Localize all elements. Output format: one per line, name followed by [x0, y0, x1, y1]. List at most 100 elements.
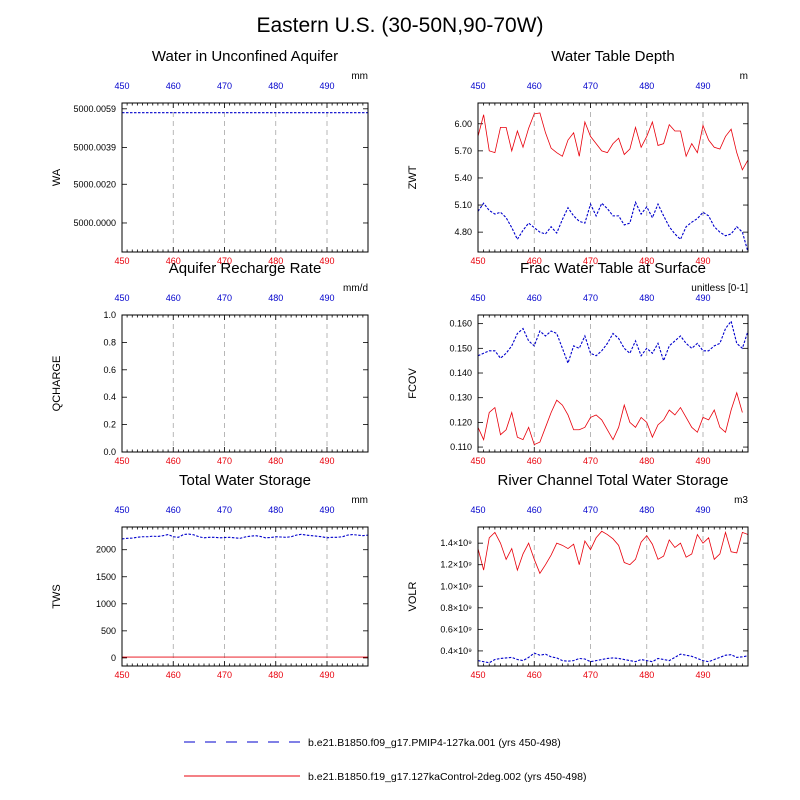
units-label: mm	[351, 71, 368, 82]
legend-entry-1: b.e21.B1850.f09_g17.PMIP4-127ka.001 (yrs…	[184, 737, 561, 749]
y-tick-label: 1500	[96, 572, 116, 582]
x-tick-label-bottom: 460	[166, 256, 181, 266]
x-tick-label-top: 470	[583, 293, 598, 303]
y-tick-label: 0.150	[449, 343, 472, 353]
x-tick-label-top: 460	[527, 293, 542, 303]
y-tick-label: 0.8×10⁹	[440, 603, 472, 613]
x-tick-label-top: 450	[470, 505, 485, 515]
x-tick-label-bottom: 460	[527, 670, 542, 680]
x-tick-label-top: 470	[217, 81, 232, 91]
x-tick-label-bottom: 480	[268, 256, 283, 266]
plot-frame	[121, 314, 369, 453]
x-tick-label-bottom: 470	[217, 670, 232, 680]
units-label: mm	[351, 495, 368, 506]
series-line-blue	[477, 200, 749, 253]
x-tick-label-bottom: 470	[583, 670, 598, 680]
x-tick-label-bottom: 480	[268, 670, 283, 680]
panels-container: Water in Unconfined Aquifer mm WA 450 450 460…	[51, 48, 749, 680]
y-tick-label: 1000	[96, 599, 116, 609]
panel-5: Total Water Storage mm TWS 450 450 460 460 470 4…	[51, 472, 369, 680]
panel-3: Aquifer Recharge Rate mm/d QCHARGE 450 450 46…	[51, 260, 369, 466]
y-tick-label: 0.6×10⁹	[440, 624, 472, 634]
series-line-red	[477, 391, 743, 446]
x-tick-label-bottom: 450	[114, 256, 129, 266]
series-line-blue	[477, 652, 749, 664]
plot-frame	[477, 526, 749, 667]
x-tick-label-top: 450	[114, 81, 129, 91]
x-tick-label-top: 470	[217, 505, 232, 515]
y-tick-label: 6.00	[454, 119, 472, 129]
panel-6: River Channel Total Water Storage m3 VOLR 4…	[407, 472, 749, 680]
y-tick-label: 1.0×10⁹	[440, 581, 472, 591]
units-label: m	[740, 71, 748, 82]
y-axis-label: VOLR	[407, 581, 419, 611]
x-tick-label-top: 480	[639, 293, 654, 303]
x-tick-label-bottom: 480	[639, 256, 654, 266]
x-tick-label-top: 460	[527, 505, 542, 515]
y-tick-label: 5000.0059	[73, 104, 116, 114]
x-tick-label-bottom: 480	[268, 456, 283, 466]
y-tick-label: 5.10	[454, 200, 472, 210]
x-tick-label-bottom: 490	[695, 256, 710, 266]
series-line-blue	[477, 319, 749, 365]
x-tick-label-bottom: 460	[527, 256, 542, 266]
legend: b.e21.B1850.f09_g17.PMIP4-127ka.001 (yrs…	[184, 737, 586, 783]
panel-2: Water Table Depth m ZWT 450 450 460 460 470 470 4…	[407, 48, 749, 266]
y-axis-label: QCHARGE	[51, 356, 63, 412]
x-tick-label-bottom: 450	[114, 670, 129, 680]
panel-title: Aquifer Recharge Rate	[169, 260, 322, 277]
x-tick-label-top: 450	[114, 293, 129, 303]
y-tick-label: 0.8	[103, 337, 116, 347]
y-tick-label: 0.4×10⁹	[440, 646, 472, 656]
y-tick-label: 0.6	[103, 365, 116, 375]
y-tick-label: 4.80	[454, 227, 472, 237]
x-tick-label-top: 470	[217, 293, 232, 303]
units-label: mm/d	[343, 283, 368, 294]
x-tick-label-top: 490	[695, 293, 710, 303]
panel-title: Frac Water Table at Surface	[520, 260, 706, 277]
units-label: unitless [0-1]	[691, 283, 748, 294]
plot-frame	[121, 102, 369, 253]
x-tick-label-top: 460	[166, 81, 181, 91]
x-tick-label-bottom: 490	[319, 256, 334, 266]
legend-label: b.e21.B1850.f09_g17.PMIP4-127ka.001 (yrs…	[308, 737, 561, 749]
y-tick-label: 0.140	[449, 368, 472, 378]
panel-title: River Channel Total Water Storage	[498, 472, 729, 489]
y-tick-label: 0.4	[103, 392, 116, 402]
x-tick-label-bottom: 480	[639, 456, 654, 466]
x-tick-label-bottom: 490	[319, 670, 334, 680]
y-tick-label: 0.110	[450, 442, 472, 452]
x-tick-label-top: 490	[319, 81, 334, 91]
plot-frame	[477, 314, 749, 453]
x-tick-label-bottom: 460	[166, 456, 181, 466]
panel-title: Water Table Depth	[551, 48, 674, 65]
x-tick-label-bottom: 470	[217, 256, 232, 266]
legend-label: b.e21.B1850.f19_g17.127kaControl-2deg.00…	[308, 771, 586, 783]
x-tick-label-bottom: 460	[527, 456, 542, 466]
panel-title: Total Water Storage	[179, 472, 311, 489]
x-tick-label-bottom: 450	[470, 456, 485, 466]
plot-frame	[477, 102, 749, 253]
x-tick-label-bottom: 490	[695, 456, 710, 466]
y-tick-label: 0.2	[103, 420, 116, 430]
x-tick-label-top: 480	[268, 505, 283, 515]
x-tick-label-top: 480	[639, 505, 654, 515]
x-tick-label-bottom: 490	[319, 456, 334, 466]
x-tick-label-top: 490	[695, 505, 710, 515]
x-tick-label-bottom: 450	[470, 256, 485, 266]
x-tick-label-bottom: 450	[114, 456, 129, 466]
x-tick-label-top: 460	[166, 293, 181, 303]
x-tick-label-top: 480	[639, 81, 654, 91]
x-tick-label-top: 460	[527, 81, 542, 91]
y-tick-label: 5.40	[454, 173, 472, 183]
x-tick-label-top: 490	[695, 81, 710, 91]
x-tick-label-top: 490	[319, 293, 334, 303]
y-tick-label: 1.0	[103, 310, 116, 320]
x-tick-label-top: 480	[268, 81, 283, 91]
y-tick-label: 0.160	[449, 319, 472, 329]
x-tick-label-top: 490	[319, 505, 334, 515]
y-tick-label: 5000.0000	[73, 218, 116, 228]
y-tick-label: 2000	[96, 545, 116, 555]
x-tick-label-top: 450	[470, 81, 485, 91]
